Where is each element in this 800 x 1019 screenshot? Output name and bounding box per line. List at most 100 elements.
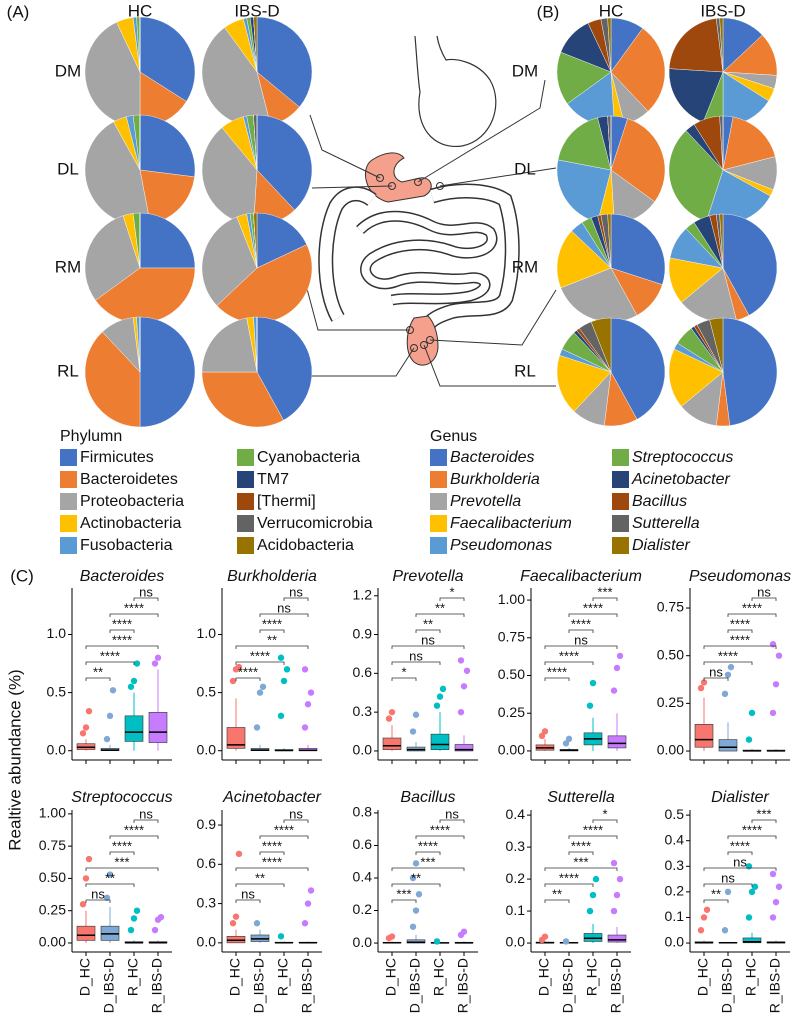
significance-bracket: [391, 645, 465, 649]
significance-bracket: [259, 851, 285, 855]
significance-bracket: [391, 867, 465, 871]
outlier: [538, 732, 546, 740]
y-tick-label: 0.3: [506, 838, 526, 854]
significance-label: ns: [409, 648, 423, 663]
outlier: [610, 687, 618, 694]
connector: [439, 167, 557, 187]
connector: [311, 185, 393, 189]
outlier: [769, 914, 777, 921]
significance-bracket: [544, 677, 570, 681]
significance-bracket: [235, 677, 261, 681]
significance-label: ****: [418, 838, 438, 853]
outlier: [409, 874, 417, 882]
significance-label: ****: [274, 822, 294, 837]
pie-slice: [668, 68, 724, 123]
outlier: [589, 891, 597, 899]
significance-label: ***: [573, 854, 588, 869]
significance-label: ns: [757, 584, 771, 599]
significance-bracket: [544, 899, 570, 903]
outlier: [769, 709, 777, 717]
row-label: RM: [512, 257, 538, 276]
legend-label: Firmicutes: [80, 449, 154, 466]
legend-swatch: [237, 537, 254, 554]
significance-bracket: [703, 661, 753, 665]
y-tick-label: 0.6: [353, 836, 373, 852]
significance-label: *: [449, 584, 454, 599]
outlier: [79, 901, 87, 908]
significance-bracket: [85, 645, 159, 649]
site-marker: [420, 341, 428, 349]
outlier: [751, 883, 759, 890]
x-tick-label: D_IBS-D: [560, 958, 576, 1013]
significance-label: **: [93, 664, 103, 679]
pie-slice: [256, 114, 313, 211]
outlier: [412, 907, 420, 914]
significance-bracket: [544, 661, 594, 665]
legend-label: Fusobacteria: [80, 537, 173, 554]
y-axis-title: Realtive abundance (%): [5, 669, 24, 850]
outlier: [700, 914, 708, 921]
x-tick-label: D_HC: [383, 958, 399, 996]
pie-slice: [557, 117, 612, 171]
row-label: DL: [57, 159, 79, 178]
significance-label: ****: [112, 616, 132, 631]
x-tick-label: D_IBS-D: [251, 958, 267, 1013]
significance-bracket: [85, 899, 111, 903]
y-tick-label: 0.50: [657, 646, 684, 662]
site-marker: [436, 182, 444, 190]
box: [430, 733, 450, 750]
significance-label: ***: [396, 886, 411, 901]
x-tick-label: D_HC: [695, 958, 711, 996]
outlier: [769, 870, 777, 878]
significance-label: **: [711, 886, 721, 901]
panel-title: Faecalibacterium: [520, 568, 642, 585]
outlier: [283, 666, 291, 673]
legend-label: Pseudomonas: [450, 537, 552, 554]
legend-swatch: [237, 449, 254, 466]
legend-label: Acidobacteria: [257, 537, 354, 554]
outlier: [565, 735, 573, 743]
pie-slice: [253, 16, 258, 73]
outlier: [229, 920, 237, 927]
significance-label: ns: [733, 854, 747, 869]
y-tick-label: 0.5: [665, 806, 685, 822]
significance-bracket: [568, 613, 618, 617]
y-tick-label: 1.0: [197, 625, 217, 641]
pie-slice: [610, 317, 666, 420]
outlier: [82, 875, 90, 882]
outlier: [562, 740, 570, 747]
y-tick-label: 0.25: [39, 901, 66, 917]
significance-label: ns: [574, 632, 588, 647]
site-marker: [414, 178, 422, 186]
legend-swatch: [430, 471, 447, 488]
box: [226, 727, 246, 749]
significance-bracket: [703, 883, 753, 887]
column-label: HC: [599, 1, 624, 20]
significance-bracket: [235, 661, 285, 665]
pie-slice: [556, 51, 612, 105]
row-label: DM: [512, 61, 538, 80]
legend-swatch: [60, 493, 77, 510]
outlier: [562, 938, 570, 945]
outlier: [613, 664, 621, 672]
outlier: [433, 702, 441, 709]
outlier: [151, 660, 159, 667]
outlier: [130, 915, 138, 922]
significance-label: ns: [289, 584, 303, 599]
significance-label: ****: [583, 600, 603, 615]
row-label: DM: [55, 61, 81, 80]
outlier: [775, 652, 783, 659]
significance-label: *: [602, 806, 607, 821]
outlier: [259, 683, 267, 690]
outlier: [388, 933, 396, 940]
panel-title: Acinetobacter: [222, 789, 322, 806]
x-tick-label: D_HC: [227, 958, 243, 996]
pie-slice: [610, 28, 666, 112]
y-tick-label: 0.25: [657, 694, 684, 710]
significance-label: ****: [430, 822, 450, 837]
outlier: [463, 667, 471, 674]
significance-label: ns: [709, 664, 723, 679]
box: [694, 724, 714, 748]
outlier: [301, 666, 309, 673]
significance-bracket: [727, 613, 777, 617]
